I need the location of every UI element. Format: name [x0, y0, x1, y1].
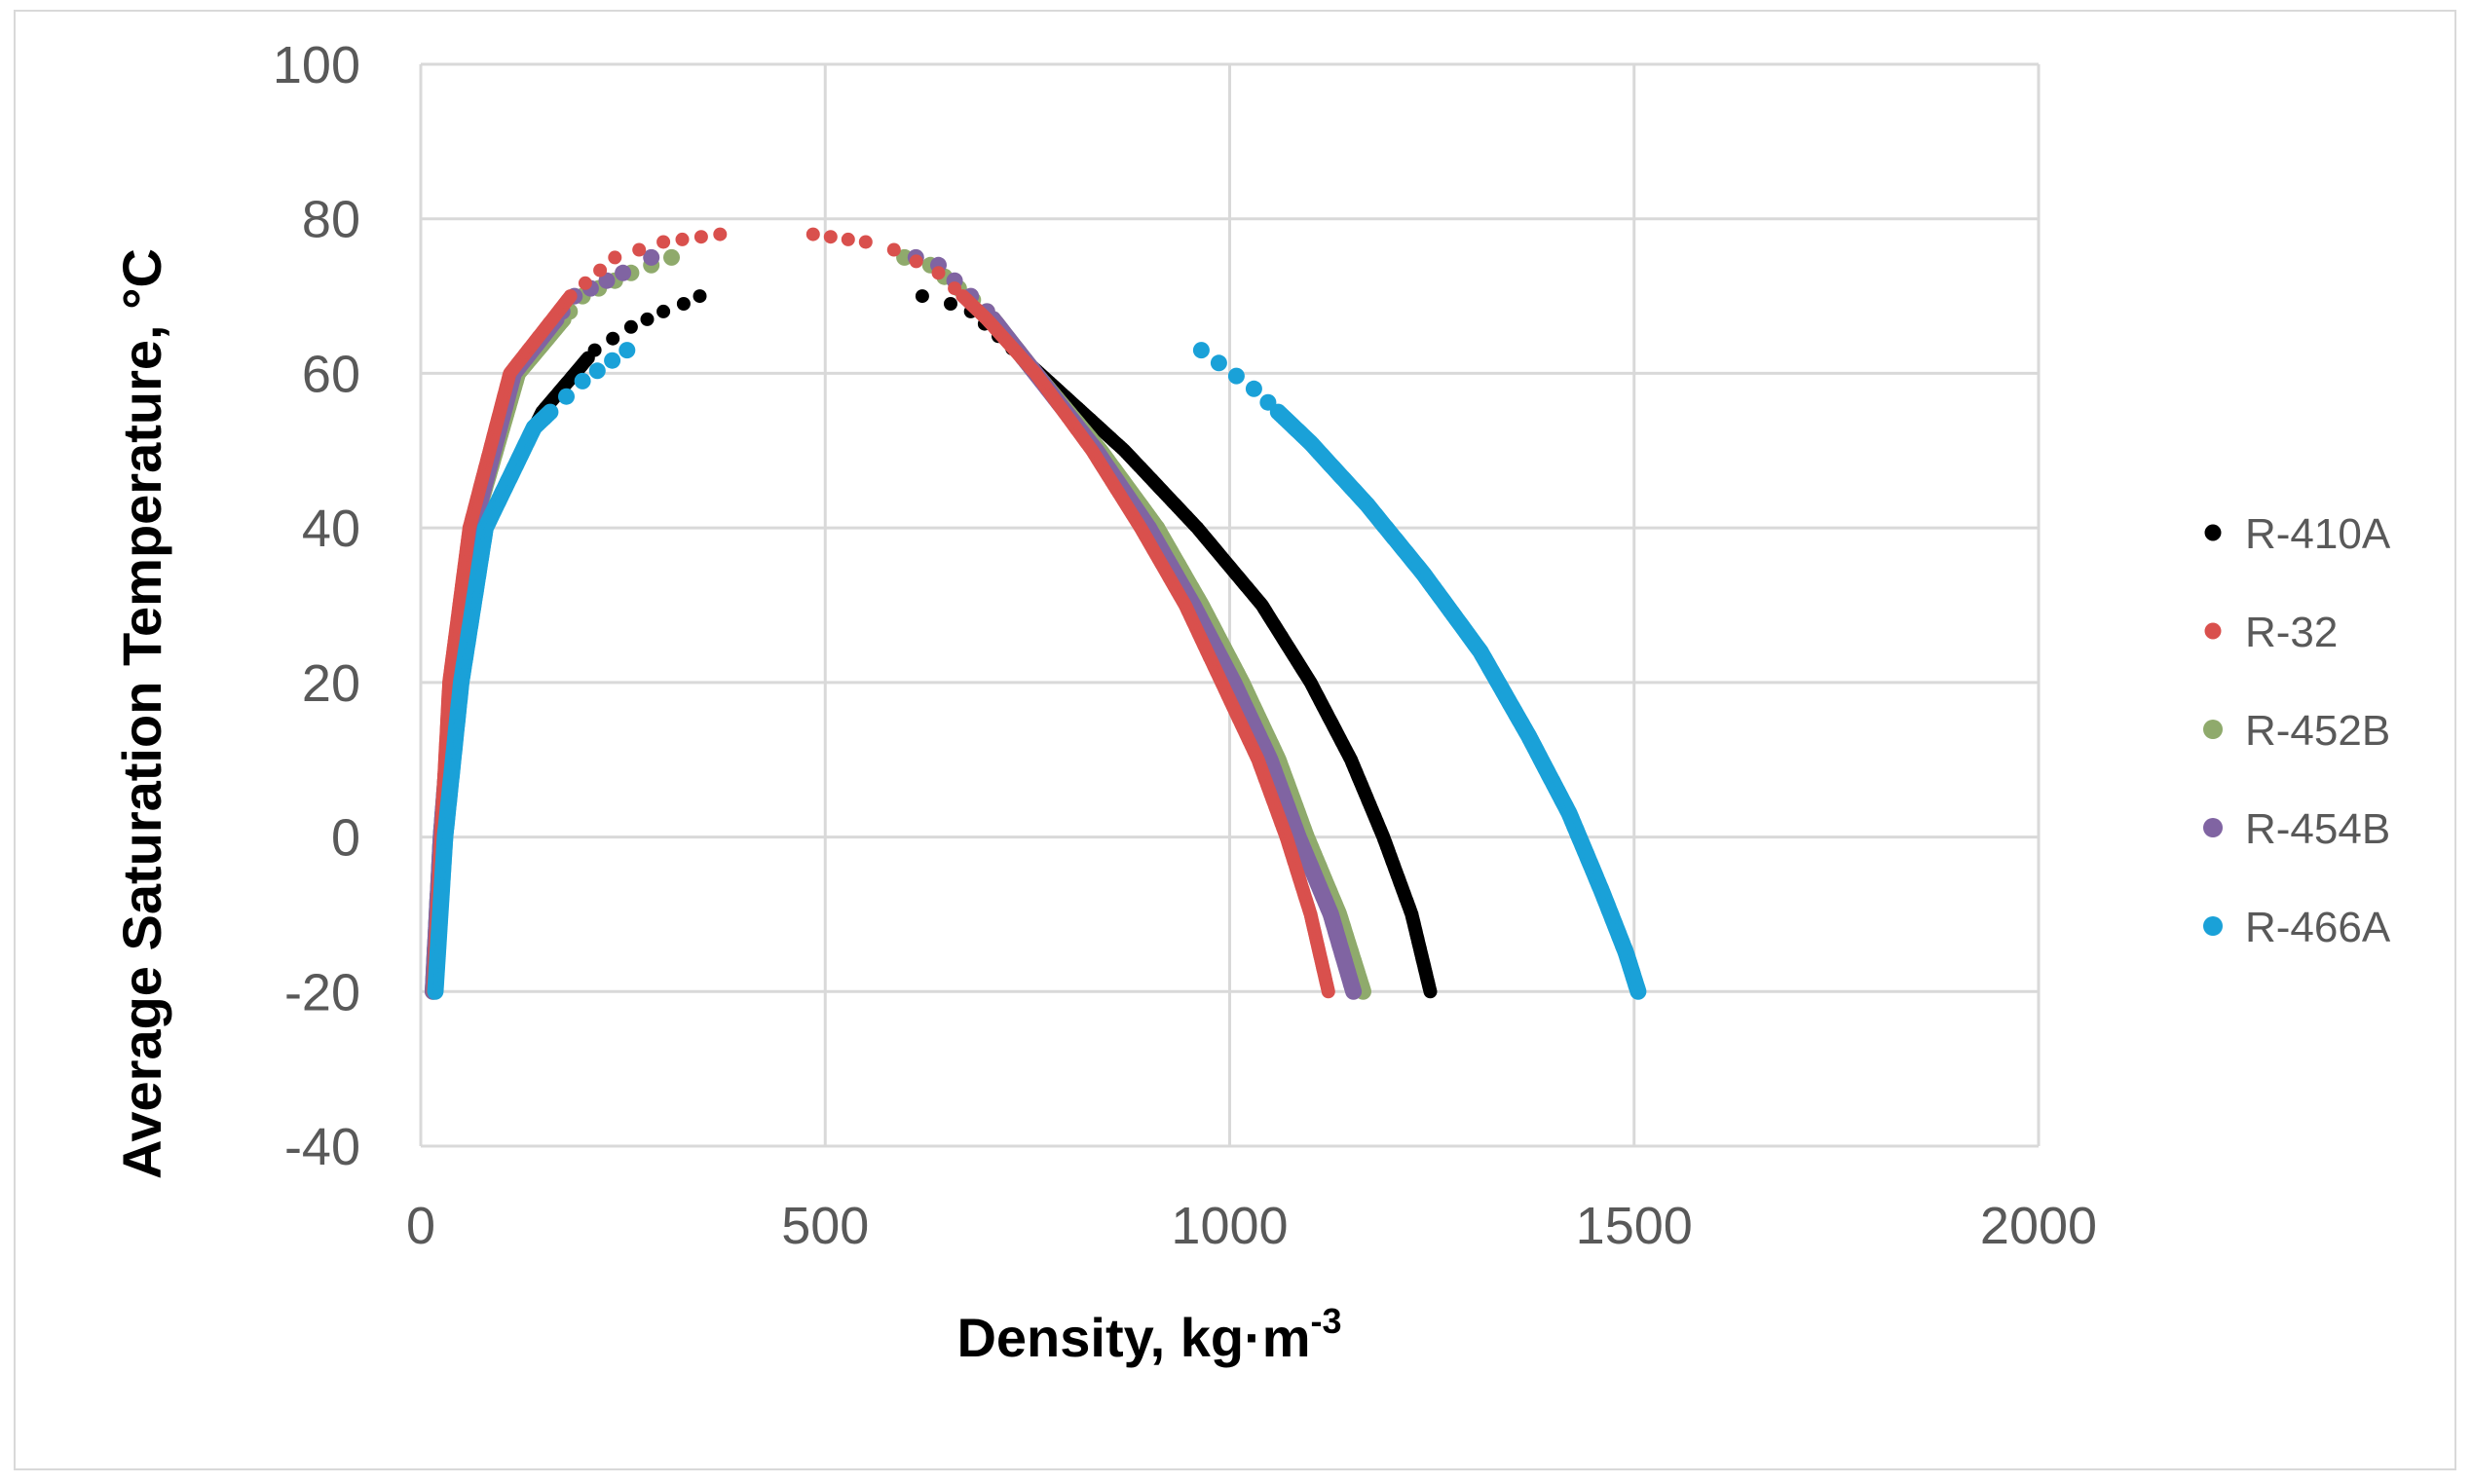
x-axis-ticks: 0 500 1000 1500 2000	[406, 1197, 2097, 1255]
y-tick-label: 20	[302, 654, 360, 713]
data-series	[425, 227, 1647, 1000]
r-32-vapor-point	[563, 289, 578, 304]
y-tick-label: -40	[284, 1118, 360, 1176]
legend-marker-r-410a	[2204, 524, 2222, 541]
r-32-liquid-point	[948, 281, 962, 296]
gridlines	[419, 62, 2041, 1148]
legend-marker-r-454b	[2203, 818, 2223, 837]
x-tick-label: 1000	[1171, 1197, 1288, 1255]
r-466a-liquid-point	[1210, 354, 1227, 372]
x-axis-title-main: Density, kg·m	[956, 1307, 1310, 1368]
legend-label-r-454b: R-454B	[2245, 805, 2390, 853]
y-axis-ticks: -40 -20 0 20 40 60 80 100	[273, 36, 360, 1176]
series-r-466a	[427, 342, 1647, 1000]
x-axis-title: Density, kg·m-3	[956, 1301, 1341, 1368]
r-32-vapor-point	[656, 235, 671, 249]
y-tick-label: 0	[331, 809, 360, 868]
r-410a-vapor-point	[640, 312, 655, 326]
series-r-410a	[426, 289, 1438, 999]
r-410a-vapor-point	[656, 304, 671, 318]
r-32-liquid-point	[823, 230, 838, 244]
r-32-vapor-point	[713, 227, 728, 241]
r-32-vapor-point	[578, 276, 592, 290]
y-tick-label: 40	[302, 500, 360, 558]
x-tick-label: 500	[781, 1197, 869, 1255]
y-axis-title: Average Saturation Temperature, °C	[111, 248, 172, 1179]
r-32-vapor-point	[608, 250, 622, 265]
legend-marker-r-32	[2204, 622, 2222, 640]
legend-marker-r-452b	[2203, 720, 2223, 739]
y-tick-label: 80	[302, 191, 360, 249]
r-32-vapor-point	[593, 263, 608, 278]
legend: R-410A R-32 R-452B R-454B R-466A	[2203, 510, 2391, 951]
r-32-liquid-point	[841, 232, 855, 246]
x-axis-title-superscript: -3	[1311, 1301, 1342, 1341]
r-454b-vapor-point	[615, 264, 632, 281]
r-410a-vapor-point	[606, 331, 620, 346]
r-466a-vapor-point	[618, 342, 636, 359]
r-32-liquid-point	[886, 242, 901, 257]
r-454b-vapor-point	[643, 248, 660, 266]
r-466a-liquid-point	[1245, 380, 1262, 397]
r-32-liquid-point	[931, 266, 946, 280]
legend-label-r-32: R-32	[2245, 609, 2338, 656]
r-410a-vapor-point	[676, 297, 691, 311]
r-466a-liquid-point	[1259, 393, 1277, 411]
r-410a-vapor-point	[587, 343, 602, 357]
r-452b-vapor-point	[663, 248, 680, 266]
y-tick-label: 60	[302, 345, 360, 403]
y-tick-label: -20	[284, 963, 360, 1021]
legend-label-r-452b: R-452B	[2245, 707, 2390, 755]
legend-label-r-410a: R-410A	[2245, 510, 2391, 558]
r-466a-vapor-point	[558, 388, 575, 405]
r-466a-liquid-point	[1227, 367, 1245, 385]
r-466a-vapor-point	[604, 352, 621, 369]
r-410a-liquid-point	[944, 297, 957, 311]
r-32-liquid-point	[805, 227, 820, 241]
r-410a-vapor-point	[623, 319, 638, 334]
legend-marker-r-466a	[2203, 916, 2223, 936]
r-466a-vapor-point	[574, 372, 591, 390]
r-452b-liquid-point	[896, 248, 914, 266]
x-tick-label: 1500	[1576, 1197, 1693, 1255]
x-tick-label: 0	[406, 1197, 435, 1255]
r-466a-liquid-point	[1192, 342, 1210, 359]
r-32-vapor-point	[632, 242, 647, 257]
r-32-liquid-point	[909, 254, 923, 269]
r-410a-vapor-point	[693, 289, 707, 304]
r-466a-vapor-point	[542, 403, 559, 421]
legend-label-r-466a: R-466A	[2245, 904, 2391, 951]
r-32-vapor-point	[675, 232, 690, 246]
y-tick-label: 100	[273, 36, 360, 94]
r-32-vapor-point	[693, 230, 708, 244]
r-32-liquid-point	[858, 235, 873, 249]
r-410a-liquid-point	[915, 289, 929, 304]
x-tick-label: 2000	[1980, 1197, 2097, 1255]
r-466a-vapor-point	[588, 362, 606, 380]
